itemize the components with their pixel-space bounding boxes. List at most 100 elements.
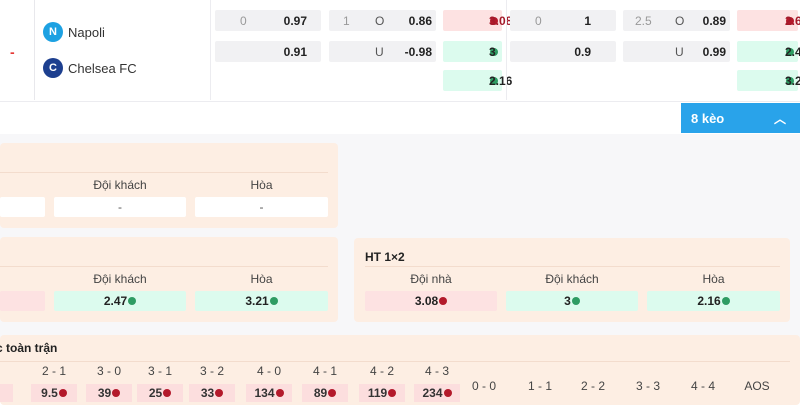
arrow-down-icon	[786, 17, 794, 26]
odd: 0.9	[574, 44, 591, 59]
away-odd[interactable]: 3	[506, 291, 638, 311]
score-label: 3 - 0	[96, 364, 121, 378]
arrow-up-icon	[490, 77, 498, 86]
arrow-up-icon	[490, 48, 498, 57]
score-odd[interactable]: 9.5	[31, 384, 77, 402]
napoli-logo-icon: N	[43, 22, 63, 42]
odd: 3.21	[785, 73, 800, 88]
arrow-down-icon	[58, 389, 67, 397]
over-label: O	[675, 13, 685, 28]
ht-ou-under[interactable]: U 0.99	[623, 41, 730, 62]
score-label: 4 - 1	[312, 364, 337, 378]
away-odd[interactable]: -	[54, 197, 186, 217]
ft-1x2-home[interactable]: 3.08	[443, 10, 513, 31]
ht-handicap-away[interactable]: 0.9	[510, 41, 616, 62]
arrow-down-icon	[112, 389, 121, 397]
market-panel-1: Đội khách Hòa - -	[0, 143, 338, 228]
arrow-down-icon	[275, 389, 284, 397]
arrow-down-icon	[388, 389, 397, 397]
draw-score-label: 3 - 3	[635, 379, 660, 393]
arrow-up-icon	[128, 297, 137, 305]
odd: -0.98	[404, 44, 432, 59]
ft-ou-over[interactable]: 1 O 0.86	[329, 10, 436, 31]
draw-label: Hòa	[250, 272, 273, 286]
ft-1x2-draw[interactable]: 2.16	[443, 70, 512, 91]
ft-ou-under[interactable]: U -0.98	[329, 41, 436, 62]
divider	[0, 266, 328, 267]
home-odd[interactable]: 3.08	[365, 291, 497, 311]
home-odd[interactable]	[0, 291, 45, 311]
arrow-up-icon	[786, 77, 794, 86]
ht-1x2-panel: HT 1×2 Đội nhà Đội khách Hòa 3.08 3 2.16	[354, 238, 790, 322]
away-label: Đội khách	[93, 272, 147, 286]
draw-odd[interactable]: 3.21	[195, 291, 328, 311]
odd: 3	[489, 45, 498, 59]
divider	[0, 172, 328, 173]
draw-odd[interactable]: 2.16	[647, 291, 780, 311]
ft-handicap-away[interactable]: 0.91	[215, 41, 321, 62]
score-odd[interactable]: 25	[137, 384, 183, 402]
draw-label: Hòa	[702, 272, 725, 286]
score-odd[interactable]: 89	[302, 384, 348, 402]
draw-score-label: 0 - 0	[471, 379, 496, 393]
divider	[34, 0, 35, 100]
score-odd[interactable]: 39	[86, 384, 132, 402]
score-label: 4 - 0	[256, 364, 281, 378]
arrow-up-icon	[571, 297, 580, 305]
chevron-up-icon: ︿	[773, 111, 786, 126]
score-odd[interactable]	[0, 384, 13, 402]
divider	[0, 101, 800, 102]
ht-1x2-away[interactable]: 2.47	[737, 41, 800, 62]
ft-handicap-home[interactable]: 0 0.97	[215, 10, 321, 31]
ht-1x2-draw[interactable]: 3.21	[737, 70, 800, 91]
score-odd[interactable]: 234	[414, 384, 460, 402]
score-label: 3 - 1	[147, 364, 172, 378]
score-label: 4 - 3	[424, 364, 449, 378]
panel-title: c toàn trận	[0, 341, 58, 355]
draw-odd[interactable]: -	[195, 197, 328, 217]
odd: 2.6	[785, 13, 800, 28]
score-odd[interactable]: 33	[189, 384, 235, 402]
teams-block: N Napoli C Chelsea FC	[35, 0, 211, 100]
home-team-name: Napoli	[68, 24, 105, 40]
line: 0	[535, 13, 542, 28]
score-odd[interactable]: 134	[246, 384, 292, 402]
chelsea-logo-icon: C	[43, 58, 63, 78]
draw-score-label: 1 - 1	[527, 379, 552, 393]
divider	[365, 266, 780, 267]
home-team[interactable]: N Napoli	[43, 22, 105, 42]
match-status: -	[10, 44, 15, 60]
odd: 3.08	[489, 13, 513, 28]
odd: 0.97	[283, 13, 307, 28]
score-label: 2 - 1	[41, 364, 66, 378]
ht-ou-over[interactable]: 2.5 O 0.89	[623, 10, 730, 31]
under-label: U	[375, 44, 384, 59]
ht-1x2-home[interactable]: 2.6	[737, 10, 800, 31]
arrow-down-icon	[163, 389, 172, 397]
divider	[0, 361, 790, 362]
home-label: Đội nhà	[410, 272, 452, 286]
arrow-down-icon	[490, 17, 498, 26]
home-odd[interactable]	[0, 197, 45, 217]
draw-label: Hòa	[250, 178, 273, 192]
score-odd[interactable]: 119	[359, 384, 405, 402]
arrow-up-icon	[721, 297, 730, 305]
away-team[interactable]: C Chelsea FC	[43, 58, 137, 78]
odd: 0.89	[702, 13, 726, 28]
draw-score-label: AOS	[744, 379, 770, 393]
arrow-up-icon	[269, 297, 278, 305]
arrow-down-icon	[328, 389, 337, 397]
odd: 2.47	[785, 44, 800, 59]
ft-1x2-away[interactable]: 3	[443, 41, 502, 62]
away-team-name: Chelsea FC	[68, 60, 137, 76]
line: 1	[343, 13, 350, 28]
away-label: Đội khách	[93, 178, 147, 192]
line: 2.5	[635, 13, 652, 28]
odd: 0.91	[283, 44, 307, 59]
away-odd[interactable]: 2.47	[54, 291, 186, 311]
more-markets-button[interactable]: 8 kèo ︿	[681, 103, 800, 133]
score-label: 0	[0, 364, 12, 378]
score-label: 4 - 2	[369, 364, 394, 378]
away-label: Đội khách	[545, 272, 599, 286]
